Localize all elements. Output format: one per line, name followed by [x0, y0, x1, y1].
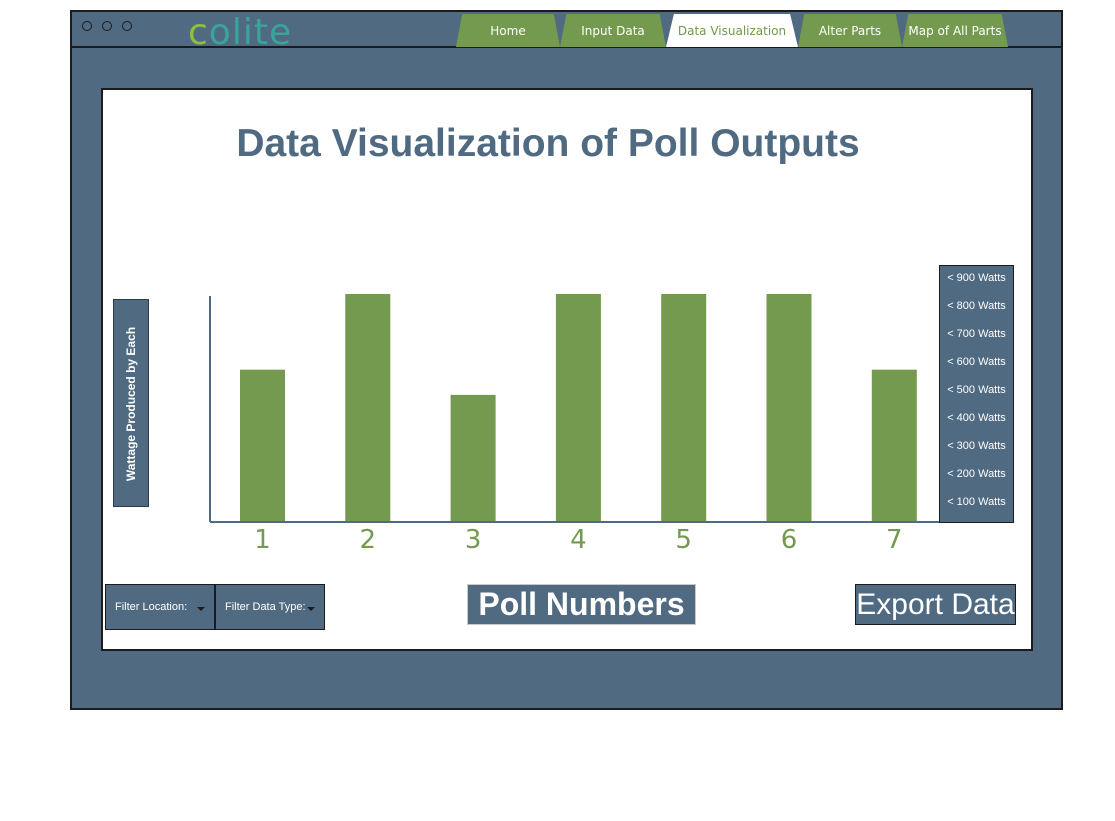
minimize-window-icon[interactable]	[102, 21, 112, 31]
chevron-down-icon	[307, 607, 315, 611]
bar-poll-6	[766, 294, 812, 521]
maximize-window-icon[interactable]	[122, 21, 132, 31]
legend-entry: < 300 Watts	[947, 440, 1006, 452]
filter-data-type-dropdown[interactable]: Filter Data Type:	[215, 584, 325, 630]
x-tick-label: 6	[781, 525, 798, 555]
tab-input-data[interactable]: Input Data	[560, 14, 666, 47]
app-logo: colite	[188, 12, 292, 54]
x-tick-label: 1	[254, 525, 271, 555]
x-tick-label: 7	[886, 525, 903, 555]
filter-data-type-label: Filter Data Type:	[225, 601, 306, 613]
legend-entry: < 400 Watts	[947, 412, 1006, 424]
legend-entry: < 100 Watts	[947, 496, 1006, 508]
chevron-down-icon	[197, 607, 205, 611]
x-tick-label: 2	[360, 525, 377, 555]
export-data-button[interactable]: Export Data	[855, 584, 1016, 625]
filter-location-label: Filter Location:	[115, 601, 188, 613]
page-title: Data Visualization of Poll Outputs	[236, 122, 860, 165]
legend-entry: < 200 Watts	[947, 468, 1006, 480]
legend-entry: < 600 Watts	[947, 356, 1006, 368]
legend-entry: < 900 Watts	[947, 272, 1006, 284]
title-bar: colite Home Input Data Data Visualizatio…	[72, 12, 1061, 53]
chart-legend: < 900 Watts < 800 Watts < 700 Watts < 600 W…	[939, 265, 1014, 523]
x-axis-label: Poll Numbers	[467, 584, 696, 625]
legend-entry: < 500 Watts	[947, 384, 1006, 396]
x-tick-label: 4	[570, 525, 587, 555]
x-tick-label: 3	[465, 525, 482, 555]
bar-poll-4	[555, 294, 601, 521]
bar-chart: 1 2 3 4 5 6 7	[209, 294, 939, 555]
tab-data-visualization[interactable]: Data Visualization	[666, 14, 798, 47]
tab-alter-parts[interactable]: Alter Parts	[798, 14, 902, 47]
logo-rest: olite	[208, 12, 293, 53]
bar-poll-7	[871, 369, 917, 521]
bar-poll-3	[450, 394, 496, 521]
x-tick-label: 5	[675, 525, 692, 555]
bar-poll-5	[661, 294, 707, 521]
close-window-icon[interactable]	[82, 21, 92, 31]
bar-poll-1	[240, 369, 285, 521]
logo-first-letter: c	[188, 12, 209, 53]
legend-entry: < 800 Watts	[947, 300, 1006, 312]
bar-poll-2	[345, 294, 391, 521]
legend-entry: < 700 Watts	[947, 328, 1006, 340]
tab-map-of-all-parts[interactable]: Map of All Parts	[902, 14, 1008, 47]
tab-home[interactable]: Home	[456, 14, 560, 47]
filter-location-dropdown[interactable]: Filter Location:	[105, 584, 215, 630]
y-axis-label-box: Wattage Produced by Each	[113, 299, 149, 507]
main-panel: Data Visualization of Poll Outputs Watta…	[101, 88, 1033, 651]
